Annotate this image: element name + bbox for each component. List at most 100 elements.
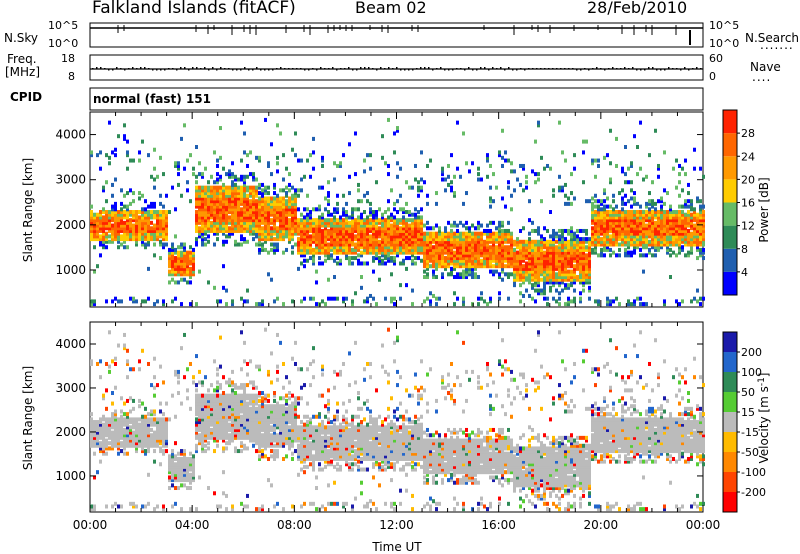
power-cell — [384, 256, 387, 261]
power-cell — [321, 231, 324, 236]
velocity-cell — [213, 406, 216, 411]
velocity-cell — [156, 427, 159, 432]
power-cell — [657, 218, 660, 223]
power-cell — [318, 256, 321, 261]
power-cell — [564, 158, 567, 163]
velocity-cell — [168, 478, 171, 483]
power-cell — [483, 256, 486, 261]
power-cell — [342, 218, 345, 223]
power-cell — [303, 245, 306, 250]
power-cell — [225, 288, 228, 293]
power-cell — [621, 223, 624, 228]
power-cell — [141, 237, 144, 242]
power-cell — [399, 239, 402, 244]
power-cell — [648, 215, 651, 220]
power-cell — [426, 261, 429, 266]
power-cell — [570, 299, 573, 304]
velocity-cell — [138, 422, 141, 427]
power-cell — [627, 220, 630, 225]
power-cell — [213, 220, 216, 225]
power-cell — [285, 191, 288, 196]
power-cell — [687, 204, 690, 209]
power-cell — [546, 250, 549, 255]
power-cell — [132, 237, 135, 242]
power-cell — [516, 261, 519, 266]
velocity-cell — [114, 385, 117, 390]
power-cell — [96, 231, 99, 236]
power-cell — [528, 272, 531, 277]
velocity-cell — [225, 446, 228, 451]
velocity-cell — [171, 475, 174, 480]
power-cell — [279, 231, 282, 236]
power-cell — [342, 237, 345, 242]
power-cell — [231, 207, 234, 212]
power-cell — [276, 212, 279, 217]
power-cell — [396, 220, 399, 225]
power-cell — [399, 234, 402, 239]
power-cell — [585, 199, 588, 204]
power-cell — [555, 258, 558, 263]
power-cell — [324, 207, 327, 212]
power-cell — [396, 234, 399, 239]
velocity-cell — [213, 420, 216, 425]
power-cell — [300, 218, 303, 223]
power-cell — [159, 239, 162, 244]
power-cell — [168, 256, 171, 261]
power-cell — [558, 256, 561, 261]
power-cell — [105, 234, 108, 239]
power-cell — [450, 272, 453, 277]
power-cell — [489, 220, 492, 225]
power-cell — [618, 191, 621, 196]
velocity-cell — [204, 422, 207, 427]
power-cell — [699, 166, 702, 171]
velocity-cell — [192, 475, 195, 480]
power-cell — [492, 237, 495, 242]
nave-dot — [608, 68, 610, 70]
power-cell — [579, 266, 582, 271]
velocity-cell — [144, 427, 147, 432]
power-cell — [438, 264, 441, 269]
power-cell — [183, 277, 186, 282]
power-cell — [258, 182, 261, 187]
power-cell — [522, 253, 525, 258]
power-cell — [540, 247, 543, 252]
power-cell — [318, 234, 321, 239]
velocity-cell — [219, 433, 222, 438]
power-cell — [630, 196, 633, 201]
velocity-cell — [195, 406, 198, 411]
power-cell — [621, 218, 624, 223]
power-cell — [630, 226, 633, 231]
power-cell — [138, 150, 141, 155]
velocity-cell — [204, 438, 207, 443]
power-cell — [150, 212, 153, 217]
power-cell — [561, 234, 564, 239]
power-cell — [219, 223, 222, 228]
power-cell — [594, 158, 597, 163]
power-cell — [327, 191, 330, 196]
power-cell — [225, 201, 228, 206]
velocity-cell — [96, 427, 99, 432]
power-cell — [321, 237, 324, 242]
nave-tick-top: 60 — [709, 52, 723, 65]
velocity-cell — [120, 409, 123, 414]
velocity-cell — [228, 404, 231, 409]
power-cell — [669, 239, 672, 244]
power-cell — [636, 215, 639, 220]
power-cell — [285, 212, 288, 217]
power-cell — [255, 218, 258, 223]
power-cell — [303, 239, 306, 244]
power-cell — [564, 277, 567, 282]
power-cell — [522, 256, 525, 261]
power-cell — [297, 237, 300, 242]
power-cell — [654, 207, 657, 212]
power-cell — [105, 299, 108, 304]
power-cell — [411, 231, 414, 236]
velocity-cell — [132, 367, 135, 372]
power-cell — [231, 161, 234, 166]
power-cell — [411, 223, 414, 228]
power-cell — [363, 218, 366, 223]
power-cell — [438, 258, 441, 263]
velocity-cell — [123, 427, 126, 432]
power-cell — [420, 247, 423, 252]
power-cell — [507, 275, 510, 280]
